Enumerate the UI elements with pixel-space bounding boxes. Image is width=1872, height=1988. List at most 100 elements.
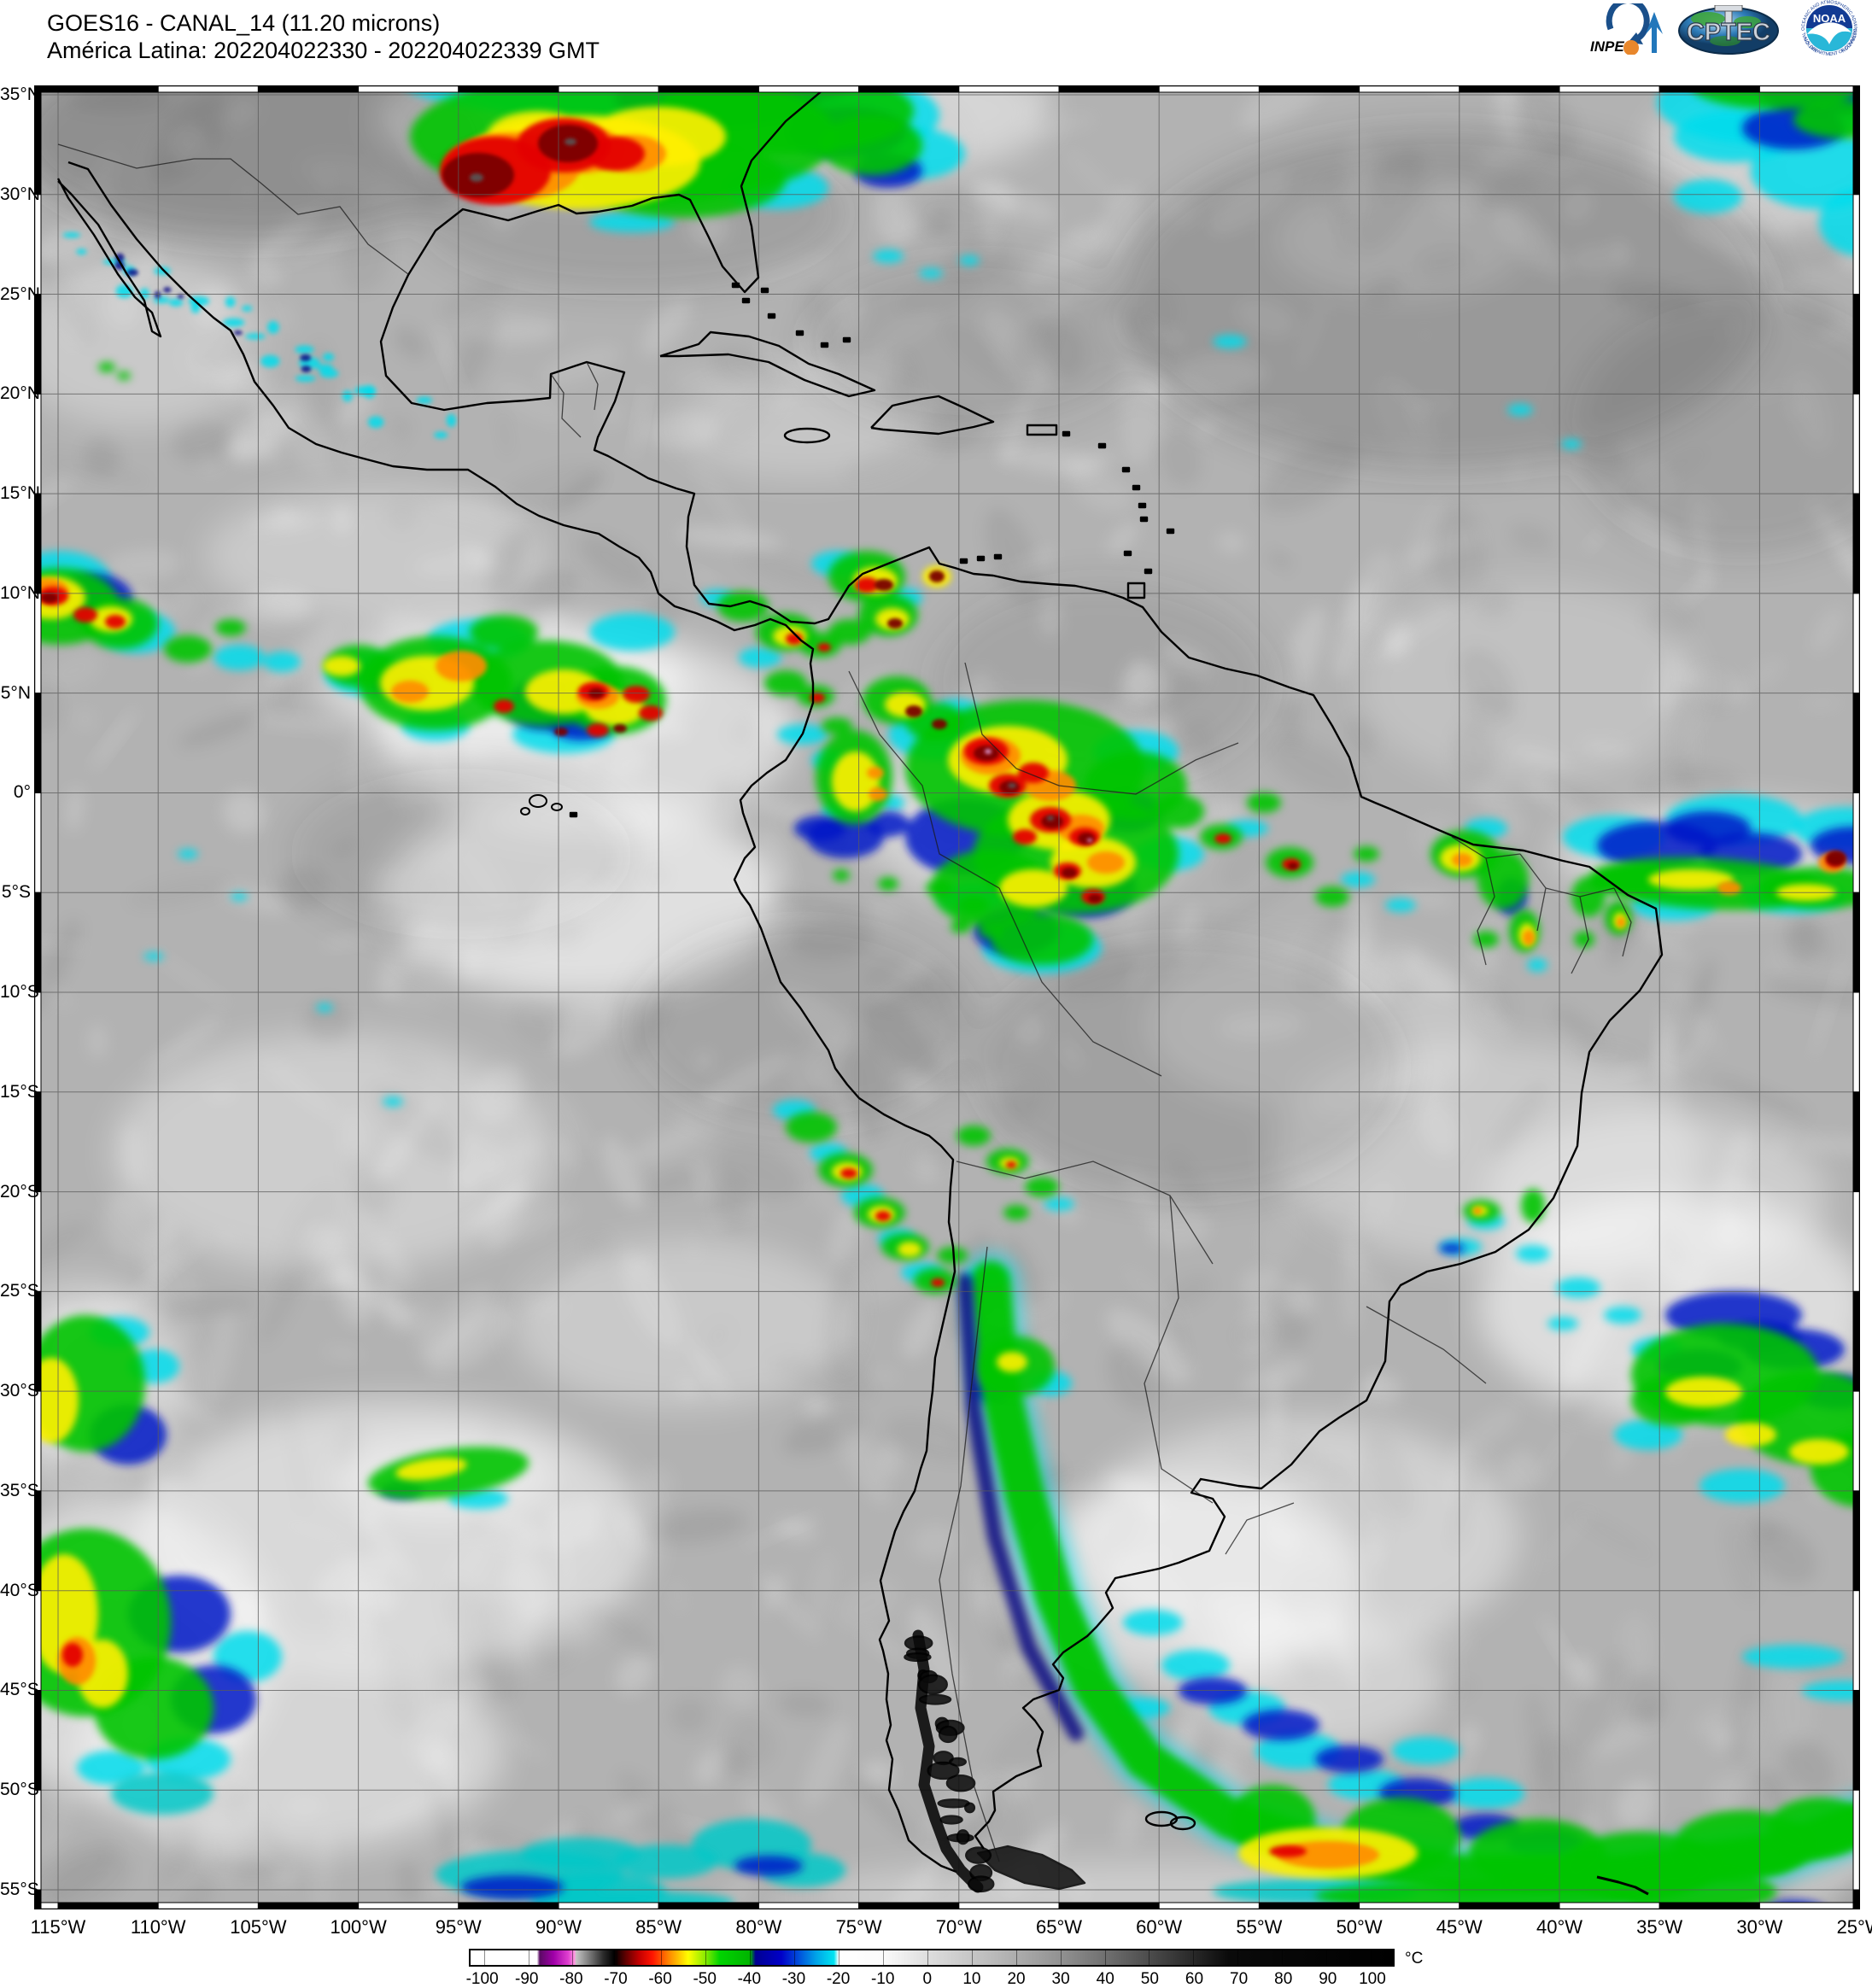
lat-label: 25°S — [0, 1281, 39, 1301]
colorbar-tick — [750, 1950, 752, 1965]
lon-label: 35°W — [1636, 1916, 1683, 1938]
temperature-colorbar — [469, 1949, 1395, 1967]
colorbar-tick-label: -80 — [559, 1970, 583, 1988]
inpe-label: INPE — [1590, 38, 1624, 55]
lat-label: 35°N — [0, 85, 40, 104]
imagery-layer — [34, 85, 1860, 1909]
lat-label: 45°S — [0, 1680, 39, 1700]
colorbar-tick-label: 40 — [1096, 1970, 1114, 1988]
colorbar-tick — [794, 1950, 796, 1965]
satellite-map — [34, 85, 1860, 1909]
lat-label: 40°S — [0, 1580, 39, 1600]
noaa-label: NOAA — [1813, 12, 1846, 25]
inpe-orange-dot — [1623, 40, 1639, 56]
lon-label: 80°W — [735, 1916, 782, 1938]
colorbar-tick-label: -10 — [870, 1970, 895, 1988]
lat-label: 0° — [13, 782, 31, 803]
inpe-swirl-icon — [1606, 0, 1650, 43]
lon-label: 45°W — [1436, 1916, 1483, 1938]
noaa-logo: NOAA NATIONAL OCEANIC AND ATMOSPHERIC AD… — [1788, 0, 1869, 57]
lon-label: 95°W — [435, 1916, 482, 1938]
colorbar-tick — [572, 1950, 574, 1965]
colorbar-tick — [1237, 1950, 1239, 1965]
colorbar-tick — [483, 1950, 485, 1965]
lat-label: 20°S — [0, 1181, 39, 1202]
cptec-land-2 — [1734, 16, 1761, 28]
cptec-logo: CPTEC — [1676, 4, 1781, 55]
lon-label: 105°W — [230, 1916, 287, 1938]
lat-label: 30°N — [0, 184, 40, 204]
colorbar-tick — [927, 1950, 928, 1965]
lat-label: 5°S — [1, 882, 31, 903]
colorbar-tick — [1015, 1950, 1017, 1965]
cptec-land-1 — [1691, 12, 1725, 26]
colorbar-tick-label: -90 — [515, 1970, 539, 1988]
lon-label: 30°W — [1736, 1916, 1783, 1938]
lon-label: 60°W — [1136, 1916, 1183, 1938]
noaa-bird-icon — [1807, 22, 1852, 44]
colorbar-tick-label: 20 — [1007, 1970, 1026, 1988]
colorbar-tick — [882, 1950, 884, 1965]
lat-label: 30°S — [0, 1381, 39, 1401]
lon-label: 50°W — [1336, 1916, 1383, 1938]
cptec-land-3 — [1710, 36, 1740, 46]
lon-label: 85°W — [635, 1916, 682, 1938]
lon-label: 75°W — [835, 1916, 882, 1938]
colorbar-tick — [1060, 1950, 1062, 1965]
lat-label: 20°N — [0, 383, 40, 404]
colorbar-tick-label: -30 — [781, 1970, 806, 1988]
lat-label: 10°N — [0, 582, 40, 603]
lon-label: 100°W — [330, 1916, 387, 1938]
colorbar-tick-label: 30 — [1051, 1970, 1070, 1988]
lat-label: 25°N — [0, 284, 40, 304]
colorbar-tick — [1282, 1950, 1284, 1965]
lon-label: 65°W — [1035, 1916, 1083, 1938]
page-subtitle: América Latina: 202204022330 - 202204022… — [47, 38, 600, 63]
colorbar-tick — [661, 1950, 663, 1965]
colorbar-unit: °C — [1405, 1950, 1424, 1968]
lon-label: 70°W — [935, 1916, 982, 1938]
colorbar-tick — [1104, 1950, 1106, 1965]
lat-label: 15°N — [0, 483, 40, 504]
lat-label: 5°N — [0, 682, 31, 703]
colorbar-tick-label: -20 — [826, 1970, 851, 1988]
lat-label: 55°S — [0, 1880, 39, 1900]
colorbar-tick-label: 90 — [1319, 1970, 1337, 1988]
colorbar-tick — [971, 1950, 973, 1965]
lon-label: 110°W — [130, 1916, 186, 1938]
cptec-antenna-top — [1714, 4, 1743, 12]
lat-label: 10°S — [0, 982, 39, 1003]
page-title: GOES16 - CANAL_14 (11.20 microns) — [47, 10, 441, 36]
grid-lines — [34, 85, 1860, 1909]
lon-label: 90°W — [535, 1916, 582, 1938]
satellite-imagery — [34, 85, 1860, 1909]
colorbar-tick-label: -50 — [693, 1970, 717, 1988]
colorbar-tick-label: 100 — [1359, 1970, 1386, 1988]
colorbar-tick-label: 50 — [1140, 1970, 1159, 1988]
inpe-up-arrow-icon — [1646, 12, 1663, 53]
colorbar-tick-label: 80 — [1274, 1970, 1293, 1988]
colorbar-tick-label: 0 — [922, 1970, 933, 1988]
colorbar-tick-label: -60 — [648, 1970, 672, 1988]
lat-label: 15°S — [0, 1081, 39, 1102]
colorbar-tick — [1371, 1950, 1372, 1965]
colorbar-tick-label: 10 — [962, 1970, 981, 1988]
lon-label: 40°W — [1536, 1916, 1583, 1938]
colorbar-tick — [1193, 1950, 1195, 1965]
colorbar-tick — [1326, 1950, 1328, 1965]
lat-label: 50°S — [0, 1780, 39, 1800]
lon-label: 115°W — [30, 1916, 86, 1938]
lon-label: 55°W — [1236, 1916, 1283, 1938]
colorbar-tick — [705, 1950, 707, 1965]
lat-label: 35°S — [0, 1480, 39, 1500]
colorbar-tick-label: -100 — [465, 1970, 499, 1988]
map-frame — [34, 85, 1860, 1909]
colorbar-tick-label: -40 — [737, 1970, 762, 1988]
colorbar-tick-label: 70 — [1230, 1970, 1249, 1988]
lon-label: 25°W — [1836, 1916, 1872, 1938]
cptec-label: CPTEC — [1687, 19, 1770, 46]
colorbar-tick-label: -70 — [604, 1970, 628, 1988]
colorbar-tick — [1149, 1950, 1150, 1965]
colorbar-tick-label: 60 — [1185, 1970, 1204, 1988]
